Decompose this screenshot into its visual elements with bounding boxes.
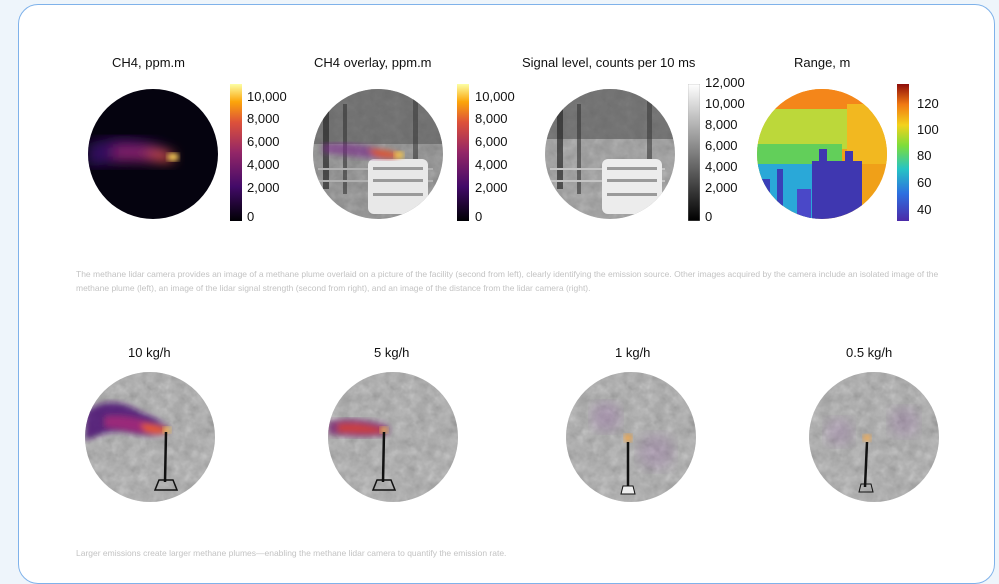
plume-image-1kgh	[566, 372, 696, 502]
colorbar-ch4-overlay	[457, 84, 469, 221]
plume-image-5kgh	[328, 372, 458, 502]
tick-label: 4,000	[247, 157, 280, 172]
tick-label: 6,000	[247, 134, 280, 149]
tick-label: 8,000	[247, 111, 280, 126]
tick-label: 10,000	[247, 89, 287, 104]
rate-label-1: 1 kg/h	[615, 345, 651, 360]
rate-label-5: 5 kg/h	[374, 345, 410, 360]
rate-label-10: 10 kg/h	[128, 345, 171, 360]
panel-title-ch4: CH4, ppm.m	[112, 55, 185, 70]
tick-label: 0	[705, 209, 713, 224]
ch4-plume-image	[88, 89, 218, 219]
tick-label: 12,000	[705, 75, 745, 90]
caption-top: The methane lidar camera provides an ima…	[76, 269, 939, 293]
signal-level-image	[545, 89, 675, 219]
tick-label: 60	[917, 175, 932, 190]
tick-label: 4,000	[705, 159, 738, 174]
tick-label: 80	[917, 148, 932, 163]
tick-label: 0	[475, 209, 483, 224]
tick-label: 8,000	[705, 117, 738, 132]
tick-label: 120	[917, 96, 939, 111]
plume-image-0-5kgh	[809, 372, 939, 502]
tick-label: 10,000	[705, 96, 745, 111]
tick-label: 6,000	[705, 138, 738, 153]
tick-label: 2,000	[475, 180, 508, 195]
rate-label-0-5: 0.5 kg/h	[846, 345, 893, 360]
colorbar-signal-level	[687, 83, 701, 222]
tick-label: 100	[917, 122, 939, 137]
panel-title-signal-level: Signal level, counts per 10 ms	[522, 55, 696, 70]
panel-title-range: Range, m	[794, 55, 851, 70]
colorbar-ch4	[230, 84, 242, 221]
tick-label: 4,000	[475, 157, 508, 172]
tick-label: 40	[917, 202, 932, 217]
tick-label: 8,000	[475, 111, 508, 126]
tick-label: 2,000	[705, 180, 738, 195]
ch4-overlay-image	[313, 89, 443, 219]
tick-label: 2,000	[247, 180, 280, 195]
tick-label: 10,000	[475, 89, 515, 104]
panel-title-ch4-overlay: CH4 overlay, ppm.m	[314, 55, 432, 70]
tick-label: 6,000	[475, 134, 508, 149]
plume-image-10kgh	[85, 372, 215, 502]
tick-label: 0	[247, 209, 255, 224]
range-image	[757, 89, 887, 219]
caption-bottom: Larger emissions create larger methane p…	[76, 548, 507, 558]
colorbar-range	[897, 84, 909, 221]
